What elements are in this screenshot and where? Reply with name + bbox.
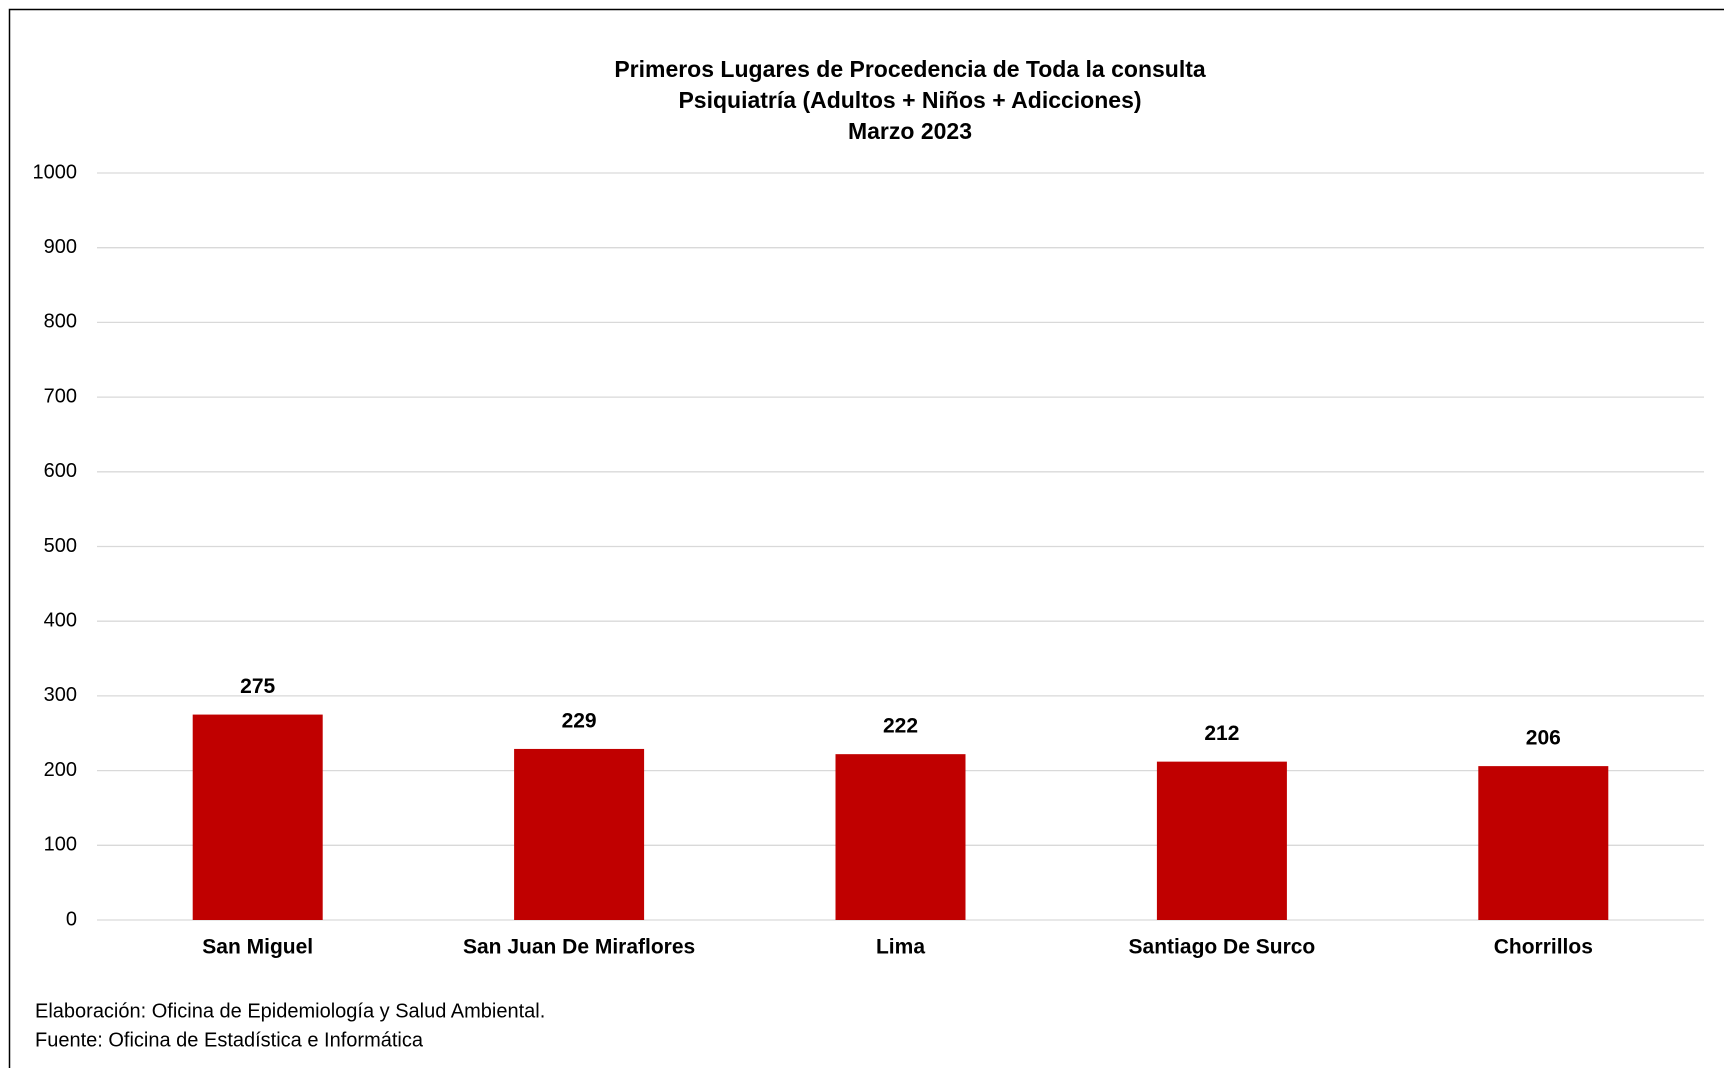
- y-tick-label: 800: [44, 311, 77, 333]
- chart-title: Primeros Lugares de Procedencia de Toda …: [614, 56, 1206, 82]
- data-label: 212: [1204, 722, 1239, 745]
- y-tick-label: 200: [44, 759, 77, 781]
- y-tick-label: 900: [44, 236, 77, 258]
- x-tick-label: Chorrillos: [1494, 936, 1593, 959]
- data-label: 229: [562, 709, 597, 732]
- x-tick-label: San Juan De Miraflores: [463, 936, 695, 959]
- bar: [835, 754, 966, 920]
- y-tick-label: 700: [44, 385, 77, 407]
- y-tick-label: 100: [44, 834, 77, 856]
- footnote: Fuente: Oficina de Estadística e Informá…: [35, 1029, 424, 1051]
- data-label: 222: [883, 715, 918, 738]
- x-tick-label: San Miguel: [202, 936, 313, 959]
- footnote: Elaboración: Oficina de Epidemiología y …: [35, 1000, 545, 1022]
- chart-title: Psiquiatría (Adultos + Niños + Adiccione…: [678, 87, 1141, 113]
- data-label: 275: [240, 675, 275, 698]
- bar: [1478, 766, 1609, 920]
- bar: [514, 748, 645, 920]
- data-label: 206: [1526, 727, 1561, 750]
- y-tick-label: 300: [44, 684, 77, 706]
- x-tick-label: Lima: [876, 936, 925, 959]
- bar: [192, 714, 323, 920]
- chart-border: [8, 8, 1724, 1068]
- y-tick-label: 1000: [33, 161, 78, 183]
- y-tick-label: 0: [66, 908, 77, 930]
- y-tick-label: 500: [44, 535, 77, 557]
- chart-title: Marzo 2023: [848, 118, 972, 144]
- x-tick-label: Santiago De Surco: [1129, 936, 1316, 959]
- bar: [1156, 761, 1287, 920]
- y-tick-label: 400: [44, 609, 77, 631]
- y-tick-label: 600: [44, 460, 77, 482]
